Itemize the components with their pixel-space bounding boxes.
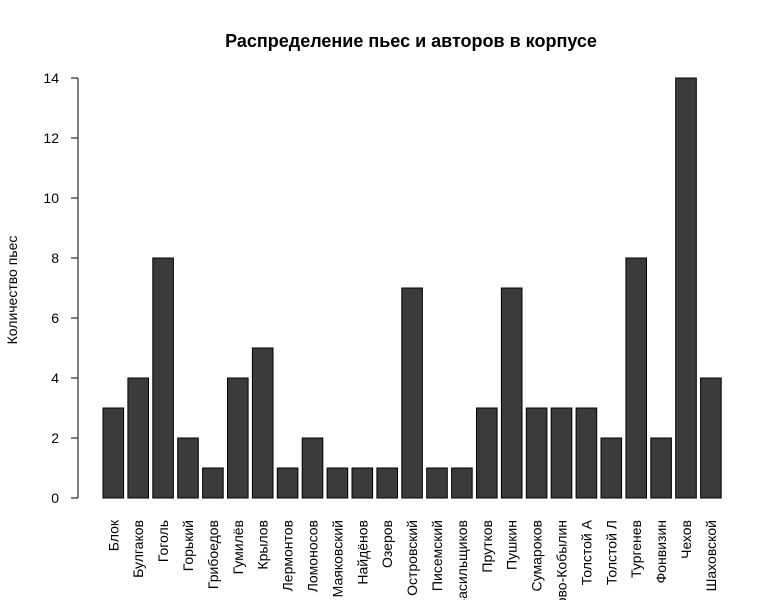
bar <box>351 467 374 499</box>
bar <box>152 257 174 499</box>
bar <box>426 467 448 499</box>
bar <box>276 467 299 499</box>
x-tick-label: Горький <box>180 520 196 571</box>
bar <box>700 377 722 499</box>
x-tick-label: Толстой А <box>578 519 594 585</box>
x-tick-label: Маяковский <box>329 520 345 597</box>
bar <box>675 77 697 499</box>
bar <box>500 287 523 499</box>
y-tick-label: 2 <box>51 430 59 446</box>
chart-title: Распределение пьес и авторов в корпусе <box>225 31 597 51</box>
bars <box>102 77 722 499</box>
x-tick-label: Лермонтов <box>280 520 296 591</box>
bar <box>451 467 473 499</box>
bar <box>376 467 398 499</box>
x-tick-label: Шаховской <box>703 520 719 591</box>
x-tick-label: Гоголь <box>155 520 171 562</box>
y-tick-label: 8 <box>51 250 59 266</box>
x-tick-label: Васильщиков <box>454 520 470 600</box>
y-tick-label: 4 <box>51 370 59 386</box>
y-tick-label: 6 <box>51 310 59 326</box>
x-tick-label: Толстой Л <box>603 520 619 585</box>
x-tick-label: Пушкин <box>504 520 520 570</box>
bar <box>625 257 648 499</box>
x-tick-label: Тургенев <box>628 520 644 578</box>
x-tick-label: Сумароков <box>529 520 545 591</box>
x-tick-label: Чехов <box>678 520 694 559</box>
y-axis: 0 2 4 6 8 10 12 14 <box>43 70 79 506</box>
bar <box>227 377 249 499</box>
bar <box>575 407 598 499</box>
x-tick-label: Булгаков <box>130 520 146 578</box>
x-tick-label: Гумилёв <box>230 520 246 574</box>
bar <box>202 467 224 499</box>
x-tick-label: Прутков <box>479 520 495 573</box>
bar <box>326 467 349 499</box>
y-tick-label: 14 <box>43 70 59 86</box>
bar <box>301 437 324 499</box>
x-tick-label: Ломоносов <box>305 520 321 592</box>
x-tick-label: Крылов <box>255 520 271 570</box>
y-tick-label: 12 <box>43 130 59 146</box>
bar <box>177 437 199 499</box>
bar <box>251 347 274 499</box>
x-tick-label: Найдёнов <box>354 520 370 585</box>
x-tick-label: Озеров <box>379 520 395 568</box>
bar <box>600 437 623 499</box>
x-tick-labels: Блок Булгаков Гоголь Горький Грибоедов Гумилё… <box>105 519 719 600</box>
bar <box>401 287 423 499</box>
bar <box>476 407 498 499</box>
x-tick-label: Фонвизин <box>653 520 669 583</box>
bar <box>650 437 672 499</box>
x-tick-label: Сухово-Кобылин <box>554 520 570 600</box>
y-tick-label: 10 <box>43 190 59 206</box>
bar <box>127 377 150 499</box>
y-axis-label: Количество пьес <box>4 236 20 345</box>
bar <box>102 407 125 499</box>
bar <box>550 407 573 499</box>
y-tick-label: 0 <box>51 490 59 506</box>
x-tick-label: Блок <box>105 519 121 551</box>
bar <box>525 407 548 499</box>
x-tick-label: Грибоедов <box>205 520 221 589</box>
x-tick-label: Писемский <box>429 520 445 591</box>
x-tick-label: Островский <box>404 520 420 596</box>
